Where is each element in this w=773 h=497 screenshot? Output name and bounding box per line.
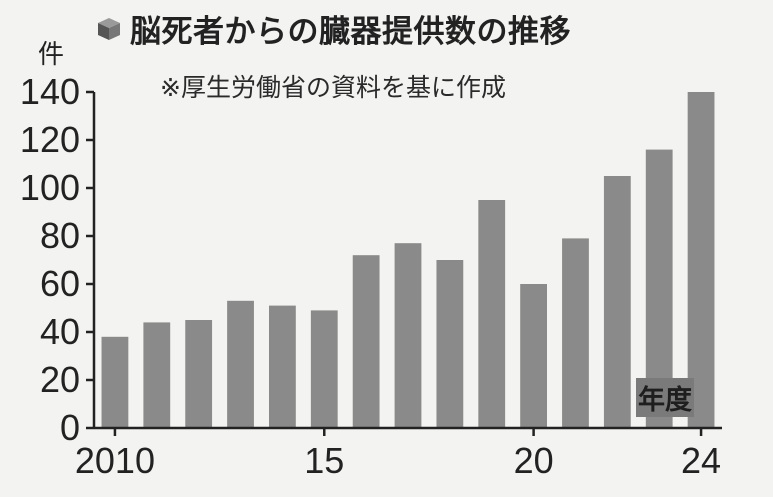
- y-tick-label: 60: [40, 263, 80, 304]
- bar-2015: [310, 310, 338, 428]
- chart-title: 脳死者からの臓器提供数の推移: [96, 6, 571, 51]
- x-tick-label: 24: [681, 440, 721, 481]
- y-tick-label: 120: [20, 119, 80, 160]
- bar-2022: [603, 176, 631, 428]
- y-axis: 0 20 40 60 80 100 120 140: [20, 71, 96, 448]
- y-tick-label: 140: [20, 71, 80, 112]
- x-tick-label: 20: [514, 440, 554, 481]
- y-tick-label: 100: [20, 167, 80, 208]
- bar-2018: [436, 260, 464, 428]
- y-tick-label: 20: [40, 359, 80, 400]
- bar-2020: [520, 284, 547, 428]
- bar-2014: [269, 305, 296, 428]
- bar-2024: [687, 92, 715, 428]
- bar-2010: [101, 336, 129, 428]
- bar-2019: [478, 200, 506, 428]
- y-axis-unit-label: 件: [38, 40, 65, 70]
- bars: [101, 92, 715, 428]
- bar-2017: [394, 243, 422, 428]
- bar-2012: [185, 320, 213, 428]
- y-tick-label: 40: [40, 311, 80, 352]
- bar-2011: [143, 322, 171, 428]
- x-tick-label: 2010: [75, 440, 155, 481]
- x-axis-unit-label: 年度: [636, 378, 694, 417]
- chart-title-text: 脳死者からの臓器提供数の推移: [130, 14, 571, 50]
- y-tick-label: 80: [40, 215, 80, 256]
- x-tick-label: 15: [304, 440, 344, 481]
- chart-subtitle: ※厚生労働省の資料を基に作成: [160, 73, 506, 102]
- y-tick-label: 0: [60, 407, 80, 448]
- bar-2016: [352, 255, 380, 428]
- bar-2021: [562, 238, 589, 428]
- cube-icon: [98, 17, 120, 40]
- bar-2013: [227, 300, 254, 428]
- x-axis: 2010 15 20 24: [75, 426, 722, 481]
